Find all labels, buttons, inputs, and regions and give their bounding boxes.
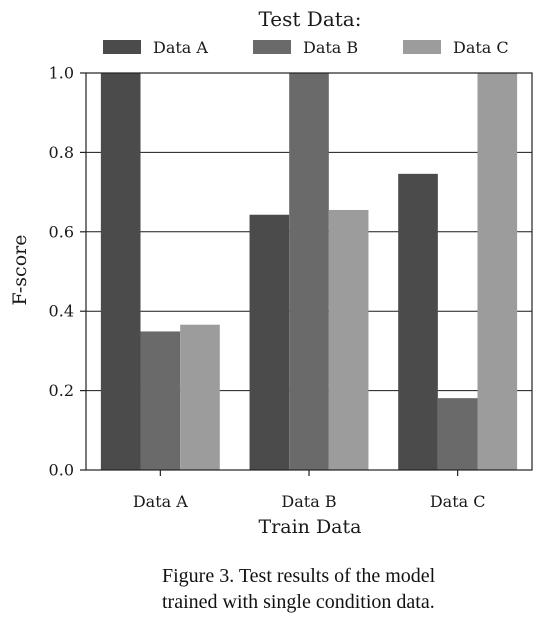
- x-tick-label: Data B: [281, 492, 336, 511]
- legend-label: Data A: [153, 38, 208, 57]
- x-tick-label: Data C: [430, 492, 486, 511]
- y-axis-label: F-score: [9, 235, 31, 306]
- bars: [100, 73, 518, 470]
- bar: [249, 214, 290, 470]
- legend-label: Data C: [453, 38, 509, 57]
- bar: [477, 73, 518, 470]
- bar-chart: 0.0 0.2 0.4 0.6 0.8 1.0 Data A Data B Data C F-…: [9, 7, 533, 538]
- bar: [328, 209, 369, 470]
- legend-swatch: [403, 40, 441, 54]
- x-axis-label: Train Data: [259, 516, 362, 538]
- legend-swatch: [253, 40, 291, 54]
- x-tick-label: Data A: [133, 492, 188, 511]
- bar: [100, 73, 141, 470]
- y-tick-label: 0.6: [49, 222, 74, 241]
- x-axis-ticks: Data A Data B Data C: [133, 470, 486, 511]
- legend: Data A Data B Data C: [103, 38, 509, 57]
- y-axis-ticks: 0.0 0.2 0.4 0.6 0.8 1.0: [49, 64, 86, 480]
- y-tick-label: 0.2: [49, 381, 74, 400]
- bar: [437, 398, 478, 470]
- y-tick-label: 0.8: [49, 143, 74, 162]
- legend-swatch: [103, 40, 141, 54]
- legend-label: Data B: [303, 38, 358, 57]
- bar: [398, 173, 438, 470]
- bar: [140, 331, 181, 470]
- y-tick-label: 0.4: [49, 302, 74, 321]
- bar: [180, 324, 220, 470]
- legend-title: Test Data:: [259, 7, 362, 31]
- y-tick-label: 1.0: [49, 64, 74, 83]
- caption-line-1: Figure 3. Test results of the model: [162, 565, 436, 587]
- bar: [289, 73, 329, 470]
- caption-line-2: trained with single condition data.: [162, 591, 435, 613]
- y-tick-label: 0.0: [49, 461, 74, 480]
- figure-caption: Figure 3. Test results of the model trai…: [162, 563, 522, 615]
